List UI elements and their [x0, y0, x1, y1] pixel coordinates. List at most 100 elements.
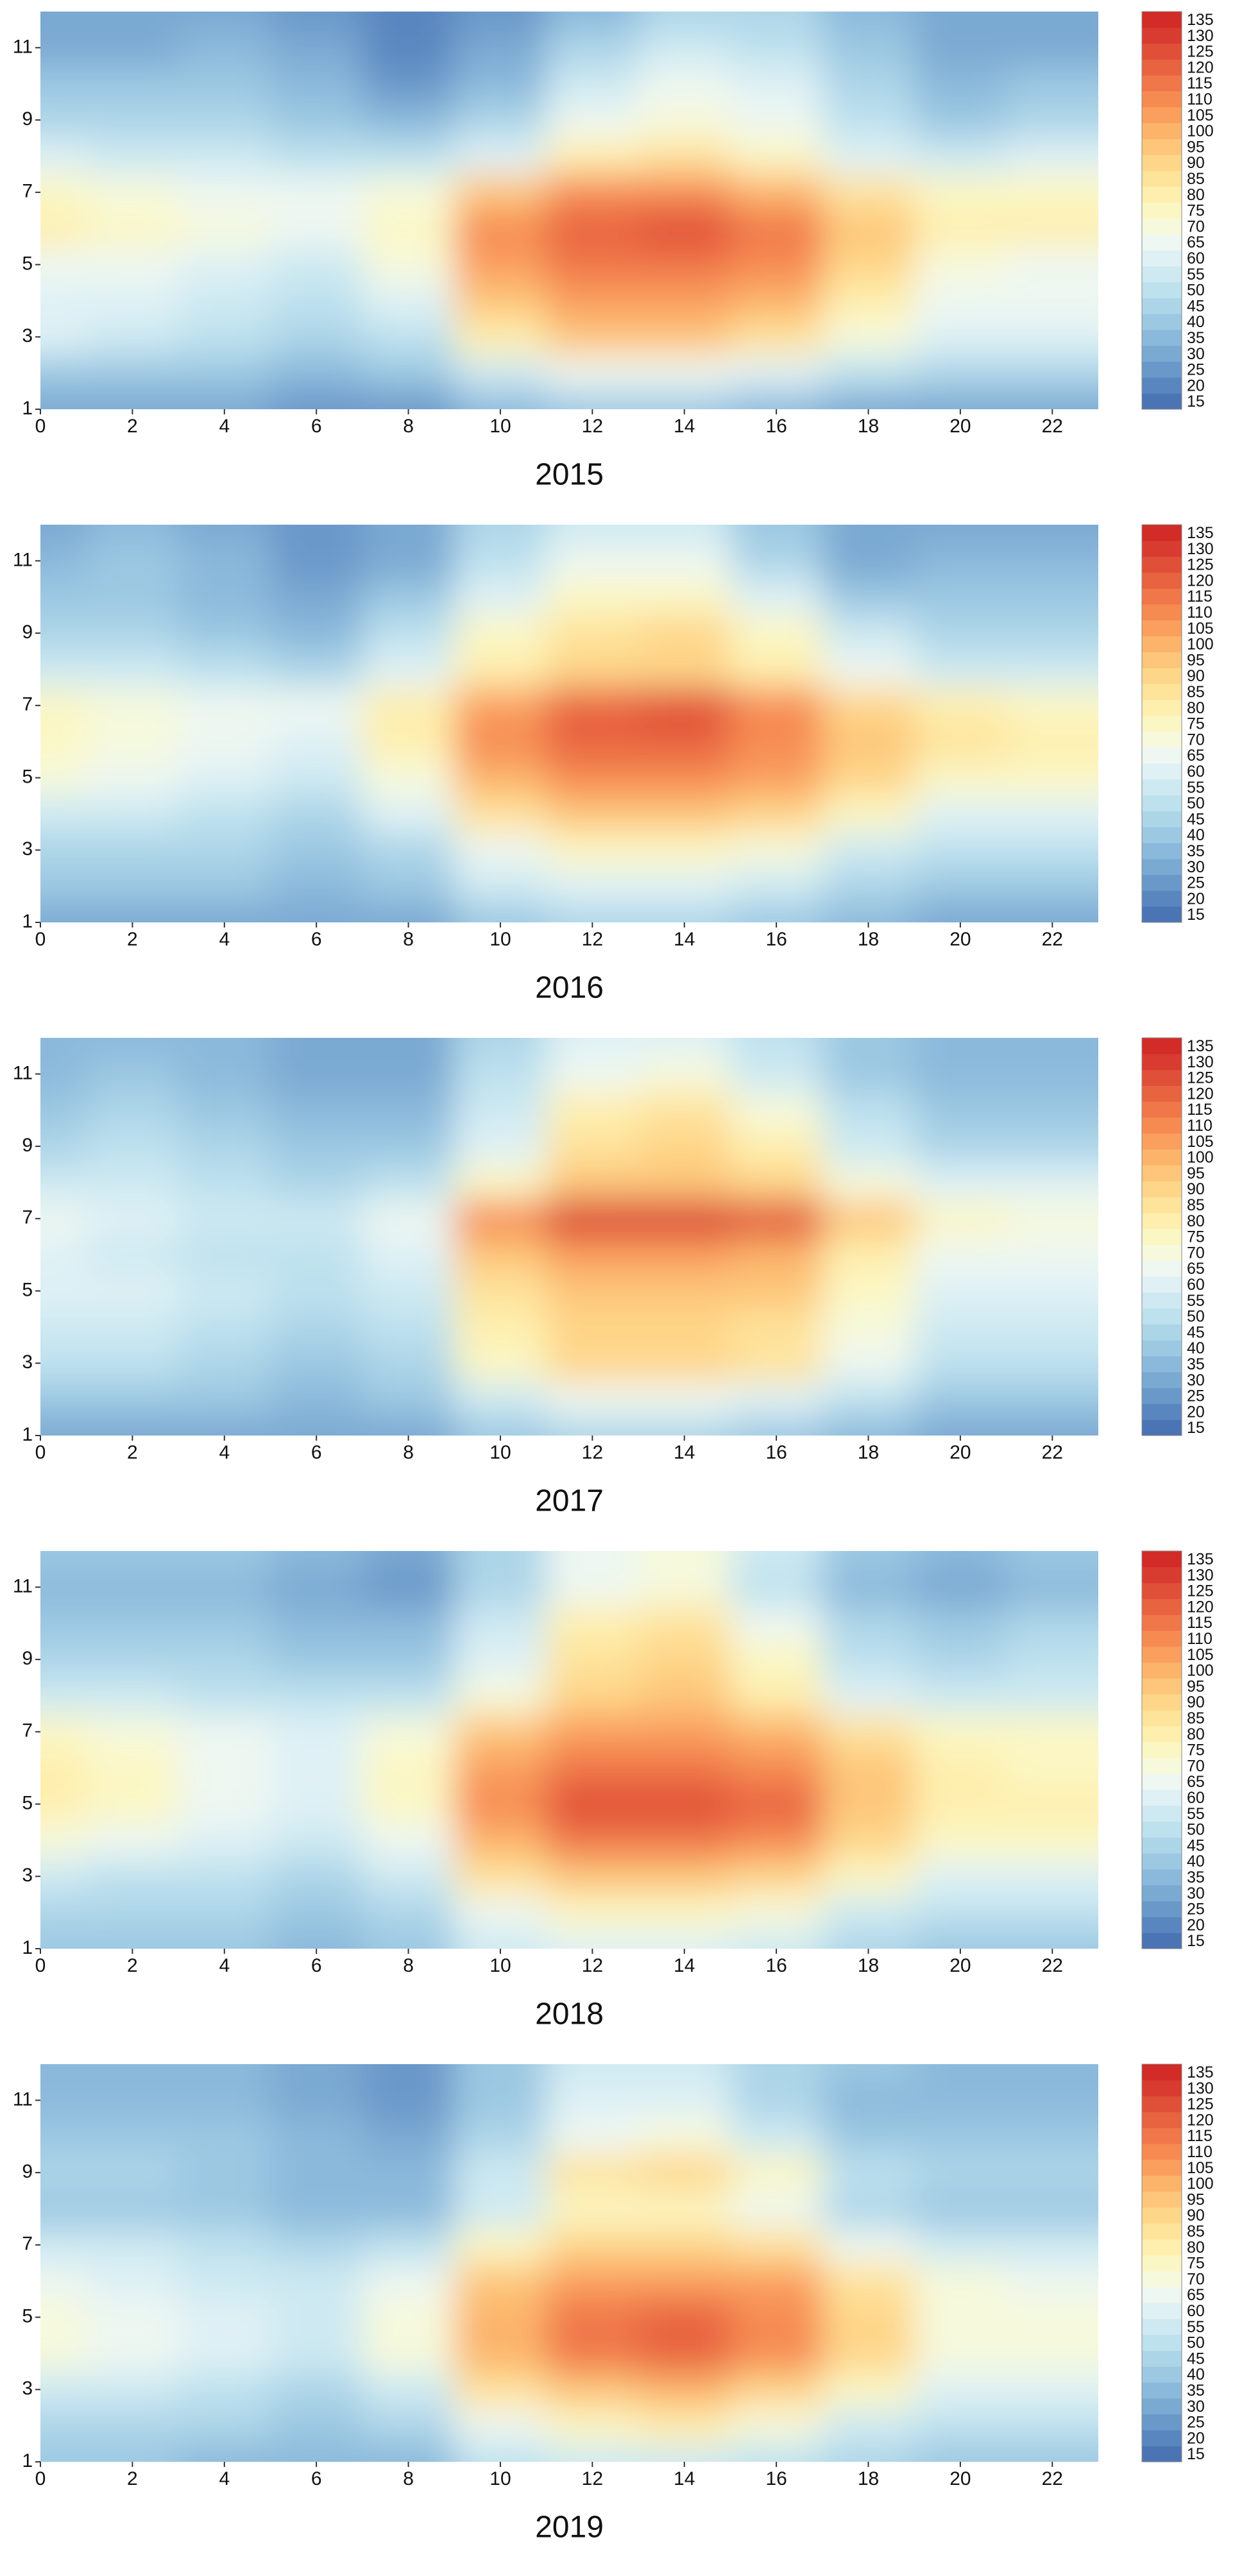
cell — [822, 1786, 915, 1823]
cell — [40, 2371, 87, 2409]
cell — [362, 525, 455, 544]
x-tick-label: 4 — [219, 416, 230, 437]
x-tick-label: 4 — [219, 1955, 230, 1976]
cell — [178, 614, 271, 652]
cell — [40, 1381, 87, 1418]
cell — [86, 1309, 180, 1346]
cell — [178, 868, 271, 905]
colorbar-label: 20 — [1187, 1916, 1205, 1934]
cell — [454, 210, 547, 248]
cell — [454, 1713, 547, 1750]
cell — [178, 1381, 271, 1418]
cell — [454, 2407, 547, 2445]
y-tick-label: 9 — [22, 2161, 33, 2182]
cell — [914, 1417, 1007, 1436]
colorbar-label: 25 — [1187, 1901, 1205, 1919]
cell — [86, 1038, 180, 1057]
cell — [638, 210, 731, 248]
colorbar-band — [1142, 1308, 1182, 1325]
colorbar-band — [1142, 811, 1182, 827]
cell — [178, 1309, 271, 1346]
colorbar-band — [1142, 2430, 1182, 2446]
cell — [546, 2443, 640, 2462]
cell — [86, 1605, 180, 1642]
cell — [40, 2118, 87, 2155]
colorbar-label: 135 — [1187, 524, 1214, 542]
colorbar-label: 30 — [1187, 2398, 1205, 2416]
colorbar-band — [1142, 2334, 1182, 2351]
cell — [86, 2407, 180, 2445]
cell — [454, 1381, 547, 1418]
cell — [638, 904, 731, 922]
cell — [822, 1858, 915, 1895]
colorbar-label: 85 — [1187, 170, 1205, 188]
cell — [822, 687, 915, 724]
cell — [822, 543, 915, 580]
cell — [914, 614, 1007, 652]
cell — [270, 1569, 363, 1606]
cell — [40, 12, 87, 31]
cell — [730, 1822, 823, 1860]
cell — [270, 795, 363, 833]
cell — [822, 1038, 915, 1057]
cell — [362, 2371, 455, 2409]
cell — [638, 2371, 731, 2409]
colorbar-label: 15 — [1187, 1419, 1205, 1437]
cell — [362, 543, 455, 580]
colorbar-band — [1142, 1038, 1182, 1055]
cell — [1006, 101, 1098, 139]
colorbar-band — [1142, 2080, 1182, 2097]
cell — [638, 246, 731, 284]
cell — [1006, 1822, 1098, 1860]
cell — [730, 138, 823, 175]
y-tick-label: 3 — [22, 2378, 33, 2399]
colorbar-band — [1142, 2398, 1182, 2415]
cell — [86, 1858, 180, 1895]
colorbar-label: 120 — [1187, 572, 1214, 589]
cell — [638, 1056, 731, 1093]
colorbar-label: 30 — [1187, 345, 1205, 363]
cell — [1006, 2082, 1098, 2119]
x-tick-label: 20 — [949, 929, 971, 950]
cell — [914, 1858, 1007, 1895]
cell — [40, 724, 87, 761]
colorbar-band — [1142, 795, 1182, 811]
colorbar-band — [1142, 2271, 1182, 2287]
cell — [822, 525, 915, 544]
cell — [454, 2299, 547, 2336]
cell — [454, 2335, 547, 2373]
colorbar-label: 115 — [1187, 1614, 1213, 1632]
cell — [546, 795, 640, 833]
cell — [822, 1605, 915, 1642]
cell — [730, 1038, 823, 1057]
x-tick-label: 14 — [674, 1955, 695, 1976]
cell — [270, 1164, 363, 1201]
cell — [40, 2335, 87, 2373]
cell — [362, 246, 455, 284]
cell — [270, 1417, 363, 1436]
cell — [822, 210, 915, 248]
cell — [86, 1056, 180, 1093]
x-tick-label: 2 — [127, 929, 138, 950]
cell — [546, 1713, 640, 1750]
cell — [362, 2443, 455, 2462]
x-tick-label: 6 — [311, 929, 322, 950]
cell — [730, 1200, 823, 1237]
cell — [178, 1164, 271, 1201]
cell — [638, 391, 731, 409]
colorbar-label: 45 — [1187, 1836, 1205, 1854]
cell — [40, 759, 87, 797]
x-tick-label: 2 — [127, 1955, 138, 1976]
cell — [730, 614, 823, 652]
colorbar-band — [1142, 1551, 1182, 1568]
y-tick-label: 7 — [22, 694, 33, 715]
colorbar-label: 45 — [1187, 1323, 1205, 1341]
cell — [730, 282, 823, 320]
cell — [178, 795, 271, 833]
x-tick-label: 10 — [489, 1442, 511, 1463]
y-tick-label: 5 — [22, 2305, 33, 2326]
colorbar-label: 130 — [1187, 27, 1214, 45]
colorbar-label: 65 — [1187, 1260, 1205, 1278]
cell — [40, 1417, 87, 1436]
colorbar-label: 60 — [1187, 1276, 1205, 1294]
